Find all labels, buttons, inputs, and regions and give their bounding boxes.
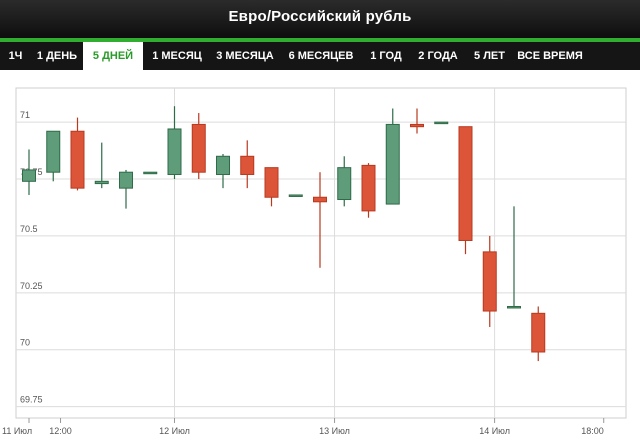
candle-body	[264, 167, 279, 198]
y-tick-label: 69.75	[20, 395, 43, 405]
candle-body	[361, 164, 376, 212]
tab-6[interactable]: 6 МЕСЯЦЕВ	[288, 50, 354, 62]
candle-body	[313, 196, 327, 203]
tab-8[interactable]: 2 ГОДА	[418, 50, 458, 62]
candle-body	[288, 194, 303, 197]
candle-body	[216, 155, 230, 175]
chart-title: Евро/Российский рубль	[228, 8, 412, 25]
tab-9[interactable]: 5 ЛЕТ	[474, 50, 505, 62]
candle-body	[143, 171, 158, 175]
candle-body	[119, 171, 133, 189]
x-tick-label: 18:00	[581, 426, 604, 436]
candle-body	[70, 130, 85, 189]
tab-2[interactable]: 1 ДЕНЬ	[36, 50, 78, 62]
candle-body	[191, 123, 206, 173]
title-bar: Евро/Российский рубль	[0, 0, 640, 38]
candle-body	[482, 251, 497, 312]
x-tick-label: 13 Июл	[319, 426, 350, 436]
candle-body	[507, 305, 521, 309]
tab-10[interactable]: ВСЕ ВРЕМЯ	[517, 50, 583, 62]
candle-body	[94, 180, 109, 185]
plot-frame	[15, 87, 627, 419]
tab-3[interactable]: 5 ДНЕЙ	[83, 42, 143, 70]
candle-body	[167, 128, 182, 175]
candle-body	[458, 126, 473, 241]
y-tick-label: 71	[20, 110, 30, 120]
candle-body	[531, 312, 546, 353]
candle-body	[434, 121, 449, 125]
candle-body	[385, 123, 400, 205]
x-tick-label: 12:00	[49, 426, 72, 436]
candle-body	[337, 167, 352, 201]
x-tick-label: 12 Июл	[159, 426, 190, 436]
candle-body	[410, 123, 424, 128]
candle-body	[240, 155, 255, 175]
timeframe-tabs: 1Ч 1 ДЕНЬ 5 ДНЕЙ 1 МЕСЯЦ 3 МЕСЯЦА 6 МЕСЯЦЕВ 1 …	[0, 42, 640, 70]
x-tick-label: 11 Июл	[2, 426, 32, 436]
y-tick-label: 70.5	[20, 224, 38, 234]
tab-7[interactable]: 1 ГОД	[370, 50, 402, 62]
x-tick-label: 14 Июл	[479, 426, 510, 436]
y-tick-label: 70.25	[20, 281, 43, 291]
y-tick-label: 70	[20, 338, 30, 348]
candle-body	[22, 169, 36, 182]
tab-5[interactable]: 3 МЕСЯЦА	[216, 50, 274, 62]
candle-body	[46, 130, 61, 173]
accent-divider	[0, 38, 640, 42]
tab-4[interactable]: 1 МЕСЯЦ	[152, 50, 202, 62]
tab-1[interactable]: 1Ч	[8, 50, 23, 62]
